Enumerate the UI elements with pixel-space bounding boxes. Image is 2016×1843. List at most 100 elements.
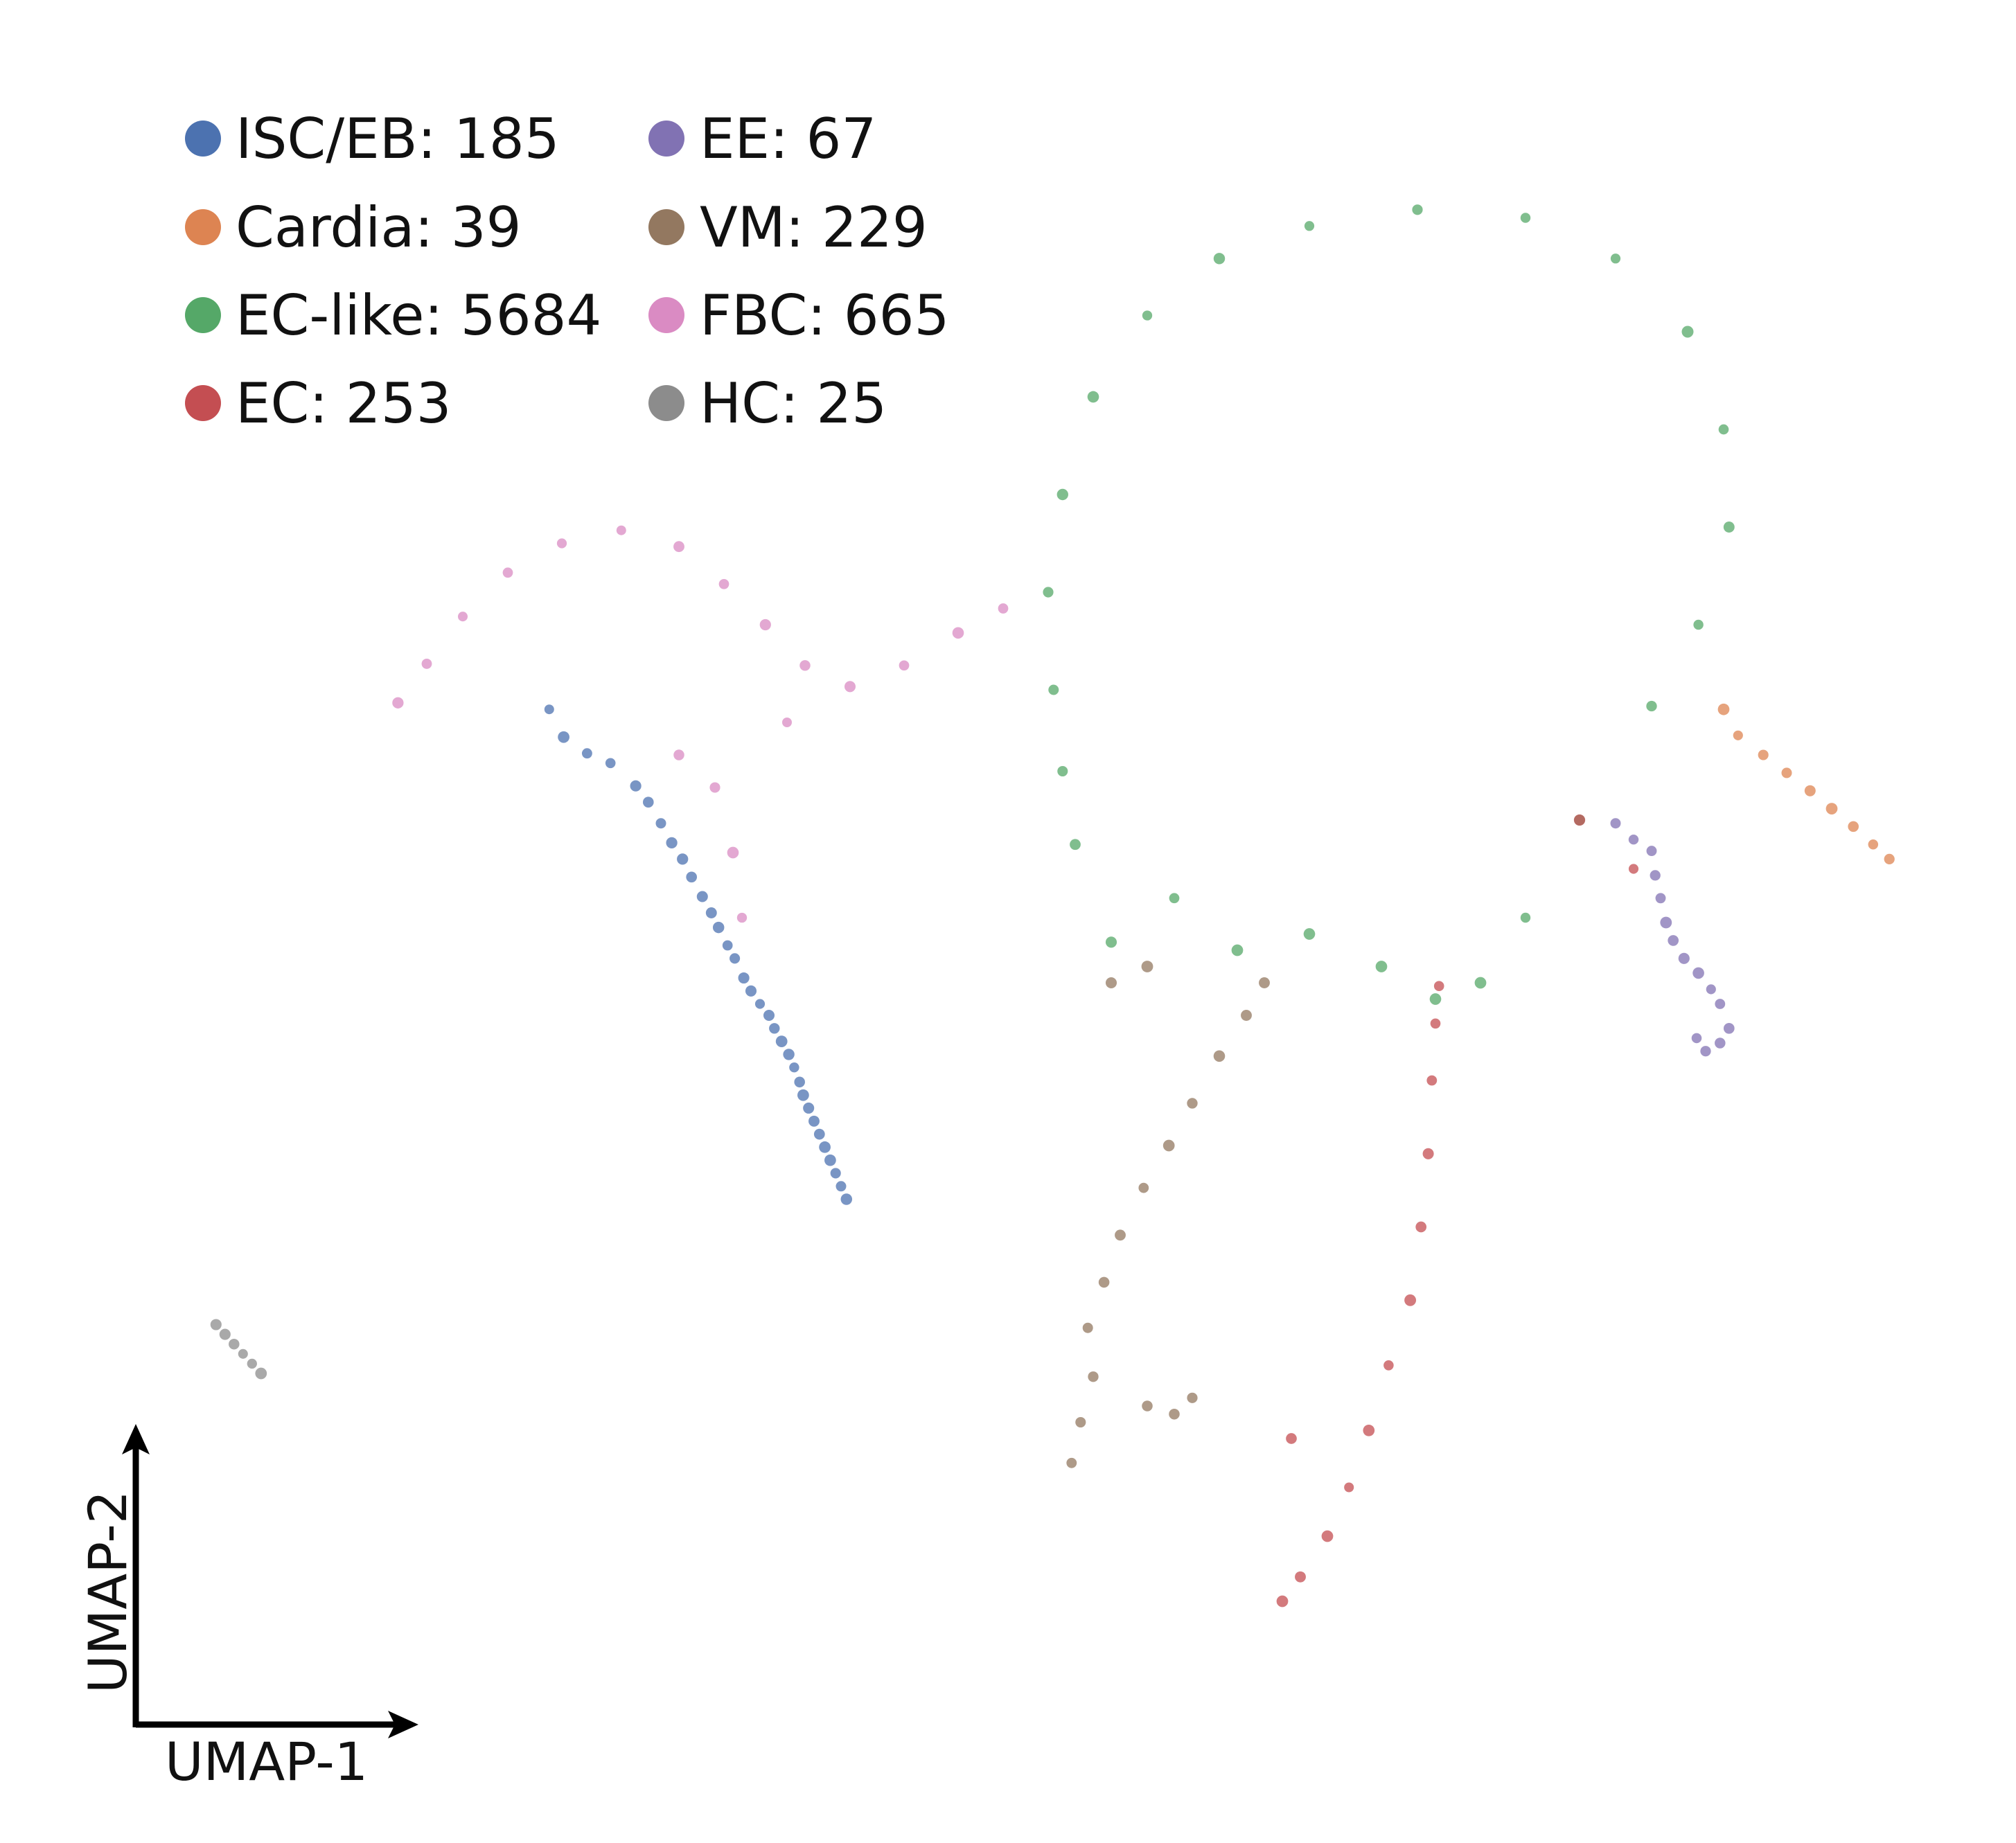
- data-point: [677, 853, 689, 865]
- data-point: [844, 681, 856, 693]
- data-point: [1295, 1571, 1306, 1583]
- legend-label: HC: 25: [700, 371, 887, 436]
- data-point: [783, 1049, 795, 1060]
- legend-marker: [648, 385, 684, 421]
- data-point: [229, 1338, 240, 1350]
- data-point: [219, 1328, 231, 1340]
- data-point: [1276, 1595, 1289, 1608]
- data-point: [247, 1358, 257, 1369]
- data-point: [1169, 1409, 1180, 1420]
- data-point: [1415, 1221, 1427, 1233]
- data-point: [673, 541, 684, 553]
- data-point: [1286, 1433, 1297, 1444]
- legend-entry-ee: EE: 67: [648, 107, 876, 171]
- data-point: [1057, 765, 1068, 777]
- data-point: [630, 780, 642, 792]
- legend-label: EC: 253: [236, 371, 451, 436]
- data-point: [1655, 893, 1666, 904]
- data-point: [1426, 1075, 1438, 1086]
- data-point: [1804, 785, 1816, 796]
- data-point: [457, 612, 468, 622]
- series-vm-229: [1066, 961, 1270, 1468]
- data-point: [1723, 522, 1735, 533]
- data-point: [808, 1115, 820, 1127]
- data-point: [1681, 326, 1694, 338]
- data-point: [797, 1089, 809, 1101]
- data-point: [824, 1154, 836, 1166]
- data-point: [1303, 928, 1316, 940]
- data-point: [1142, 310, 1153, 321]
- data-point: [1082, 1322, 1093, 1333]
- data-point: [794, 1076, 805, 1088]
- data-point: [736, 912, 748, 923]
- legend-marker: [648, 297, 684, 333]
- data-point: [1105, 936, 1117, 948]
- series-hc-25: [210, 1319, 267, 1380]
- data-point: [759, 618, 771, 631]
- data-point: [1868, 839, 1879, 850]
- legend-entry-fbc: FBC: 665: [648, 283, 949, 348]
- data-point: [1706, 984, 1716, 995]
- data-point: [1691, 1033, 1702, 1044]
- data-point: [998, 603, 1009, 614]
- data-point: [1363, 1424, 1375, 1436]
- data-point: [1043, 587, 1054, 598]
- data-point: [421, 658, 432, 669]
- data-point: [1422, 1148, 1434, 1159]
- data-point: [1187, 1392, 1198, 1403]
- legend-marker: [185, 297, 221, 333]
- data-point: [1646, 700, 1657, 712]
- data-point: [1259, 977, 1270, 988]
- legend-label: Cardia: 39: [236, 195, 522, 260]
- legend-marker: [185, 385, 221, 421]
- data-point: [952, 627, 964, 639]
- y-axis-arrow-head: [122, 1424, 150, 1454]
- data-point: [835, 1181, 847, 1192]
- data-point: [1098, 1276, 1110, 1288]
- data-point: [1520, 213, 1531, 223]
- data-point: [1693, 619, 1704, 630]
- data-point: [781, 717, 793, 728]
- data-point: [1070, 839, 1081, 851]
- legend-marker: [185, 121, 221, 157]
- data-point: [673, 749, 684, 760]
- data-point: [1231, 944, 1244, 956]
- data-point: [1520, 912, 1531, 923]
- data-point: [686, 871, 698, 883]
- series-isc-eb-185: [544, 704, 853, 1205]
- data-point: [558, 731, 569, 743]
- data-point: [1660, 916, 1672, 929]
- data-point: [1213, 253, 1226, 265]
- data-point: [1162, 1139, 1175, 1152]
- data-point: [1187, 1098, 1198, 1109]
- legend-entry-cardia: Cardia: 39: [185, 195, 522, 260]
- data-point: [730, 953, 741, 964]
- data-point: [1650, 870, 1661, 881]
- legend-label: EE: 67: [700, 107, 876, 171]
- data-point: [1758, 749, 1769, 760]
- data-point: [1610, 253, 1621, 264]
- data-point: [666, 837, 678, 849]
- data-point: [769, 1023, 780, 1034]
- data-point: [803, 1102, 815, 1114]
- data-point: [722, 940, 733, 951]
- data-point: [1610, 818, 1621, 829]
- legend-marker: [648, 121, 684, 157]
- data-point: [1142, 1400, 1153, 1412]
- legend-entry-ec: EC: 253: [185, 371, 451, 436]
- data-point: [1375, 961, 1388, 972]
- data-point: [1668, 935, 1679, 946]
- data-point: [813, 1128, 825, 1140]
- data-point: [616, 525, 626, 535]
- legend-label: EC-like: 5684: [236, 283, 601, 348]
- data-point: [1088, 1371, 1099, 1382]
- series-ec-253: [1276, 814, 1639, 1608]
- data-point: [605, 758, 616, 769]
- data-point: [1700, 1046, 1711, 1057]
- data-point: [1781, 767, 1792, 778]
- data-point: [819, 1141, 831, 1153]
- data-point: [1066, 1457, 1077, 1468]
- legend-marker: [648, 209, 684, 245]
- data-point: [1433, 981, 1444, 992]
